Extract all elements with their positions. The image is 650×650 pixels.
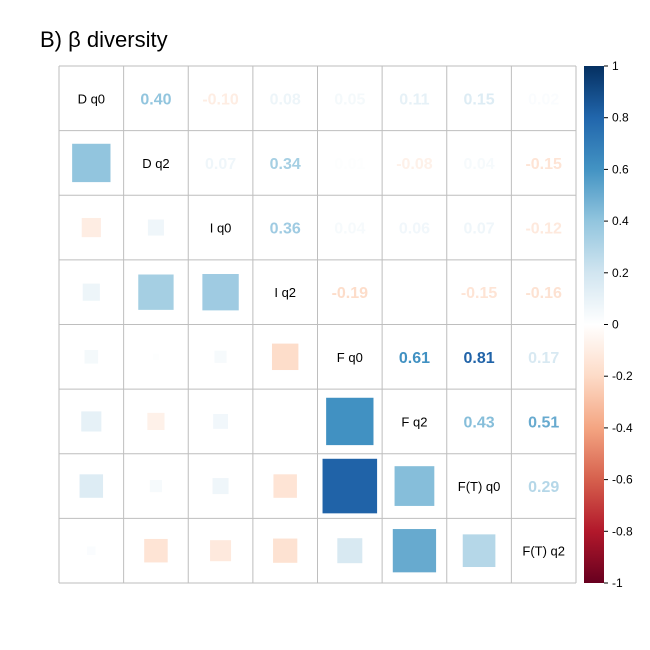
diagonal-labels: D q0 D q2 I q0 I q2 F q0 F q2 F(T) q0 F(T) q2 (78, 91, 565, 558)
correlation-square (81, 217, 101, 238)
correlation-square (273, 474, 297, 498)
correlation-square (147, 412, 165, 431)
correlation-square (152, 353, 159, 360)
chart-title: B) β diversity (40, 27, 168, 52)
correlation-square (322, 458, 378, 514)
correlation-value: 0.02 (528, 91, 559, 108)
correlation-square (147, 219, 164, 236)
correlation-square (149, 480, 162, 493)
correlation-square (144, 538, 168, 563)
correlation-value: 0.43 (463, 414, 494, 431)
variable-label: I q2 (274, 285, 296, 300)
correlation-value: 0.05 (334, 91, 365, 108)
correlation-value: -0.15 (461, 285, 498, 302)
legend-tick-label: -0.8 (612, 524, 633, 538)
legend-tick-label: 0.4 (612, 214, 629, 228)
correlation-value: 0.51 (528, 414, 559, 431)
correlation-value: 0.40 (140, 91, 171, 108)
legend-tick-label: 0.6 (612, 162, 629, 176)
correlation-square (214, 350, 227, 363)
legend-tick-label: 0.2 (612, 266, 629, 280)
correlation-value: 0.81 (463, 350, 494, 367)
correlation-value: 0.11 (399, 91, 429, 108)
legend-tick-label: 0.8 (612, 111, 629, 125)
correlation-square (138, 274, 174, 310)
legend-tick-label: -0.6 (612, 473, 633, 487)
variable-label: D q0 (78, 91, 105, 106)
correlation-square (82, 283, 100, 301)
correlation-square (462, 534, 496, 568)
correlation-square (210, 540, 232, 562)
correlation-value: -0.15 (525, 156, 562, 173)
correlation-square (79, 474, 104, 498)
legend-tick-label: 0 (612, 318, 619, 332)
correlation-value: 0.08 (270, 91, 301, 108)
correlation-value: 0.34 (270, 156, 301, 173)
correlation-square (212, 478, 229, 495)
correlation-value: 0.15 (463, 91, 494, 108)
correlation-square (87, 546, 96, 555)
variable-label: F(T) q0 (458, 479, 501, 494)
correlation-square (213, 414, 228, 429)
legend-tick-label: -0.2 (612, 369, 633, 383)
variable-label: F q0 (337, 350, 363, 365)
correlation-square (81, 411, 102, 432)
correlation-square (271, 343, 299, 371)
color-legend: 1 0.8 0.6 0.4 0.2 0 -0.2 -0.4 -0.6 -0.8 -1 (584, 59, 633, 590)
correlation-square (72, 143, 111, 183)
correlation-square (84, 350, 99, 364)
correlation-value: 0.61 (399, 350, 430, 367)
correlation-value: 0.00 (399, 285, 430, 302)
correlation-square (337, 538, 363, 564)
correlation-square (202, 274, 239, 311)
correlation-value: -0.08 (396, 156, 433, 173)
correlation-value: 0.04 (334, 221, 365, 238)
legend-tick-label: 1 (612, 59, 619, 73)
legend-tick-label: -0.4 (612, 421, 633, 435)
correlation-value: 0.07 (205, 156, 236, 173)
correlation-value: -0.10 (202, 91, 239, 108)
correlation-value: 0.07 (463, 221, 494, 238)
correlation-value: 0.04 (463, 156, 494, 173)
variable-label: I q0 (210, 221, 232, 236)
correlation-cells: 0.40 -0.10 0.08 0.05 0.11 0.15 0.02 0.07 0.34 0.0… (72, 91, 562, 573)
correlation-value: 0.06 (399, 221, 430, 238)
variable-label: D q2 (142, 156, 169, 171)
correlation-value: 0.29 (528, 479, 559, 496)
color-scale-bar (584, 66, 604, 583)
variable-label: F q2 (401, 414, 427, 429)
correlation-square (394, 466, 435, 506)
correlation-square (326, 397, 374, 446)
correlation-square (392, 529, 437, 573)
correlation-value: -0.12 (525, 221, 562, 238)
correlation-square (273, 538, 298, 563)
correlation-value: -0.16 (525, 285, 562, 302)
correlation-value: 0.17 (528, 350, 559, 367)
correlation-value: 0.36 (270, 221, 301, 238)
grid-lines (58, 65, 577, 584)
variable-label: F(T) q2 (522, 544, 565, 559)
correlation-value: -0.19 (332, 285, 369, 302)
correlation-value: 0.01 (334, 156, 365, 173)
legend-tick-label: -1 (612, 576, 623, 590)
